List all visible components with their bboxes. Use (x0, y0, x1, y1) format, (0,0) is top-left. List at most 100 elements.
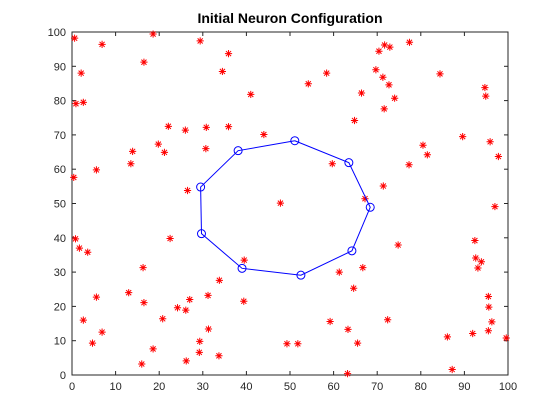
data-point-star (71, 235, 80, 243)
data-point-star (380, 105, 388, 113)
x-tick-label: 10 (109, 381, 121, 393)
x-tick-label: 60 (327, 381, 339, 393)
data-point-star (379, 73, 387, 81)
data-point-star (469, 329, 477, 338)
data-point-star (385, 81, 393, 89)
data-point-star (361, 195, 369, 203)
data-point-star (247, 90, 255, 99)
data-point-star (357, 89, 366, 97)
data-point-star (494, 152, 503, 161)
data-point-star (372, 66, 380, 74)
data-point-star (186, 295, 194, 304)
data-point-star (350, 284, 358, 292)
data-point-star (125, 289, 133, 297)
data-point-star (138, 360, 146, 368)
data-point-star (149, 345, 157, 353)
x-tick-label: 0 (69, 381, 75, 393)
data-point-star (154, 140, 162, 148)
data-point-star (218, 67, 227, 76)
data-point-star (159, 315, 167, 323)
neuron-ring-line (200, 140, 371, 276)
data-point-star (405, 161, 413, 169)
data-point-star (405, 38, 414, 46)
data-point-star (140, 58, 148, 66)
y-tick-label: 40 (54, 233, 66, 245)
data-point-star (204, 325, 213, 333)
data-point-star (394, 241, 402, 249)
data-point-star (353, 339, 362, 347)
data-point-star (72, 100, 80, 108)
neuron-marker (290, 136, 300, 146)
data-point-star (381, 41, 389, 49)
data-point-star (127, 160, 135, 168)
data-point-star (484, 292, 492, 301)
data-point-star (196, 337, 204, 345)
data-point-star (459, 133, 467, 141)
data-point-star (84, 248, 92, 256)
data-point-star (350, 116, 359, 125)
data-point-star (304, 80, 312, 88)
y-tick-label: 0 (60, 370, 66, 382)
data-point-star (173, 304, 182, 312)
neuron-marker (196, 182, 206, 192)
data-point-star (202, 145, 210, 153)
data-point-star (326, 317, 334, 326)
data-point-star (488, 318, 496, 326)
data-point-star (75, 244, 84, 252)
data-point-star (166, 234, 174, 243)
data-point-star (477, 258, 486, 266)
x-tick-label: 90 (458, 381, 470, 393)
data-point-star (260, 130, 268, 139)
data-points-series (70, 30, 510, 378)
data-point-star (98, 328, 106, 336)
neuron-marker (344, 158, 354, 168)
data-point-star (79, 98, 87, 106)
data-point-star (391, 94, 399, 102)
y-tick-label: 80 (54, 96, 66, 108)
x-tick-label: 40 (240, 381, 252, 393)
data-point-star (484, 327, 492, 335)
data-point-star (88, 339, 97, 347)
data-point-star (215, 352, 223, 360)
data-point-star (70, 173, 78, 182)
axis-ticks: 0 10 20 30 40 50 60 70 80 90 100 0 10 20 30 40 50 60 70 80 9… (48, 27, 518, 393)
data-point-star (204, 291, 212, 300)
y-tick-label: 70 (54, 130, 66, 142)
data-point-star (79, 316, 87, 324)
neuron-ring-series (196, 136, 375, 280)
x-tick-label: 20 (153, 381, 165, 393)
y-tick-label: 60 (54, 164, 66, 176)
data-point-star (472, 254, 480, 262)
data-point-star (215, 276, 223, 284)
x-tick-label: 50 (284, 381, 296, 393)
data-point-star (384, 316, 392, 324)
data-point-star (98, 40, 106, 48)
y-tick-label: 20 (54, 301, 66, 313)
data-point-star (386, 43, 394, 51)
data-point-star (139, 264, 147, 272)
data-point-star (164, 122, 172, 130)
data-point-star (486, 138, 494, 146)
data-point-star (71, 34, 79, 42)
data-point-star (328, 160, 336, 168)
data-point-star (92, 166, 101, 174)
data-point-star (474, 264, 482, 272)
data-point-star (482, 92, 490, 100)
data-point-star (149, 30, 157, 38)
data-point-star (443, 333, 451, 341)
neuron-marker (365, 202, 375, 212)
data-point-star (343, 370, 352, 378)
chart-title: Initial Neuron Configuration (197, 10, 382, 26)
x-tick-label: 100 (499, 381, 517, 393)
data-point-star (436, 70, 444, 78)
x-tick-label: 70 (371, 381, 383, 393)
data-point-star (240, 256, 248, 264)
data-point-star (323, 69, 331, 77)
data-point-star (196, 37, 204, 45)
data-point-star (502, 334, 510, 342)
data-point-star (182, 306, 190, 314)
data-point-star (224, 50, 233, 58)
data-point-star (276, 199, 285, 207)
data-point-star (379, 182, 387, 190)
